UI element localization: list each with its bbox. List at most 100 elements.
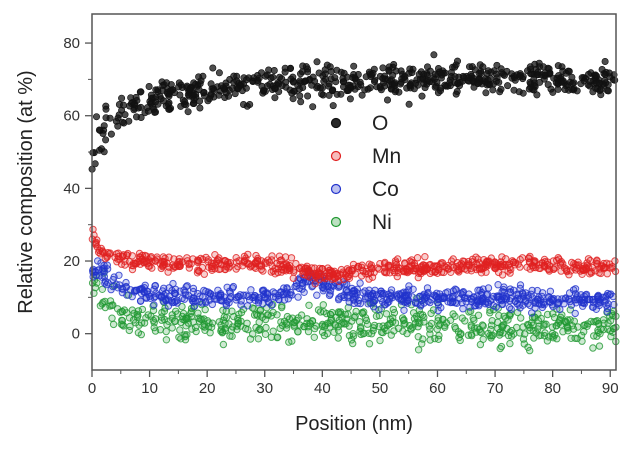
point-ni (398, 314, 407, 322)
legend-label-ni: Ni (372, 211, 392, 234)
point-co (150, 301, 158, 309)
point-ni (219, 340, 228, 349)
point-ni (440, 322, 449, 330)
point-co (585, 295, 593, 303)
point-co (189, 284, 198, 293)
point-mn (300, 271, 308, 279)
point-ni (176, 326, 184, 334)
point-ni (221, 326, 230, 335)
point-ni (513, 323, 521, 332)
point-ni (250, 311, 259, 319)
point-ni (256, 326, 264, 334)
point-co (416, 292, 424, 301)
point-ni (106, 297, 115, 305)
point-ni (403, 329, 411, 338)
y-axis-title: Relative composition (at %) (15, 70, 37, 313)
point-co (571, 285, 580, 293)
point-o (606, 73, 614, 81)
point-o (102, 136, 110, 144)
point-ni (184, 319, 193, 327)
point-ni (179, 315, 187, 324)
point-mn (364, 270, 373, 278)
point-mn (498, 253, 506, 261)
point-o (397, 67, 405, 75)
point-co (227, 293, 235, 301)
point-co (99, 266, 107, 275)
point-ni (144, 311, 152, 319)
point-o (163, 79, 171, 87)
point-o (289, 95, 297, 103)
point-mn (472, 259, 480, 268)
point-ni (548, 323, 557, 331)
point-ni (319, 301, 327, 309)
point-mn (551, 264, 559, 272)
point-co (516, 281, 525, 289)
point-ni (469, 314, 477, 322)
legend-label-mn: Mn (372, 145, 401, 168)
point-o (597, 91, 605, 99)
point-o (339, 78, 347, 86)
point-co (94, 257, 102, 265)
point-o (534, 68, 542, 76)
point-ni (410, 315, 419, 323)
point-ni (200, 323, 209, 331)
point-ni (158, 316, 166, 324)
point-o (356, 78, 364, 86)
point-co (556, 305, 564, 314)
point-ni (537, 331, 545, 339)
point-co (420, 290, 428, 298)
point-mn (368, 265, 376, 273)
point-mn (269, 267, 277, 275)
point-ni (168, 324, 176, 332)
point-ni (162, 327, 170, 336)
point-co (500, 283, 508, 291)
point-ni (375, 311, 384, 320)
point-ni (108, 314, 116, 322)
point-co (449, 287, 457, 295)
point-ni (228, 307, 236, 315)
point-co (288, 291, 296, 299)
point-mn (526, 265, 534, 273)
point-ni (326, 323, 334, 331)
legend-label-co: Co (372, 178, 399, 201)
point-o (601, 57, 609, 65)
point-ni (383, 321, 392, 330)
legend-marker-co (330, 183, 342, 195)
point-o (98, 145, 106, 153)
point-o (453, 57, 461, 65)
point-o (328, 87, 336, 95)
plot-frame (91, 13, 617, 371)
point-ni (310, 333, 318, 341)
point-mn (587, 268, 595, 276)
point-ni (362, 316, 371, 325)
legend-label-o: O (372, 112, 388, 135)
point-mn (104, 249, 112, 257)
point-o (177, 102, 185, 110)
y-tick-label: 60 (63, 108, 80, 125)
point-ni (220, 313, 229, 321)
point-co (377, 294, 385, 303)
point-co (122, 282, 130, 291)
point-mn (252, 251, 260, 260)
point-o (405, 100, 413, 108)
point-ni (332, 313, 340, 322)
point-o (464, 77, 472, 85)
point-co (521, 296, 530, 305)
point-ni (98, 285, 107, 293)
point-mn (185, 260, 193, 269)
point-co (459, 305, 467, 313)
point-o (250, 74, 258, 82)
x-tick-label: 90 (602, 380, 619, 397)
point-ni (379, 328, 387, 337)
point-ni (367, 330, 376, 338)
point-mn (359, 266, 367, 274)
point-o (368, 71, 376, 79)
point-mn (437, 259, 445, 267)
point-o (387, 85, 395, 93)
point-co (269, 288, 277, 296)
point-co (262, 289, 270, 297)
point-mn (98, 248, 107, 256)
point-mn (200, 270, 209, 278)
point-o (429, 74, 437, 82)
point-co (234, 292, 242, 301)
